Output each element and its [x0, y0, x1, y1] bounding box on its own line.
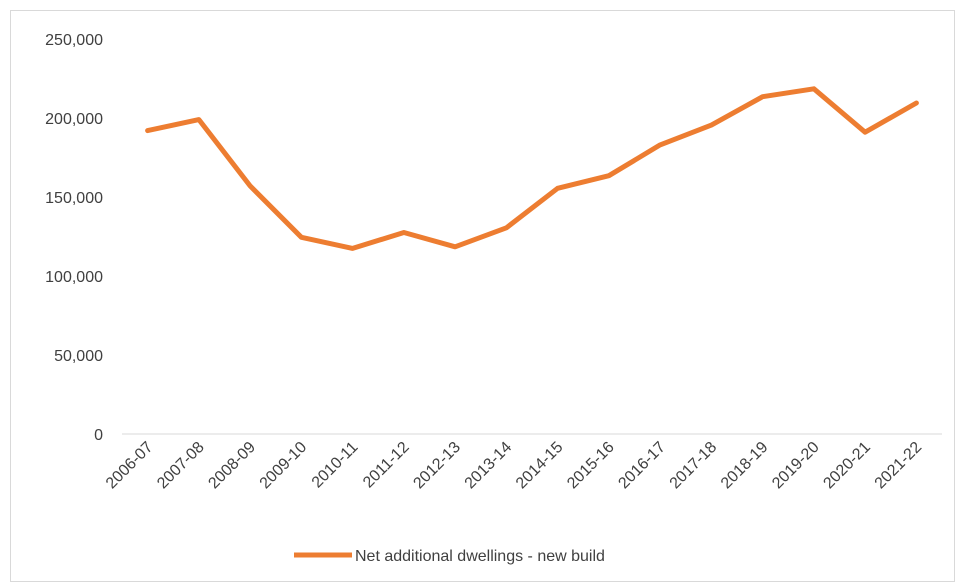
x-tick-label: 2020-21: [820, 439, 874, 493]
x-tick-label: 2010-11: [309, 439, 362, 492]
series-line-net-additional-dwellings: [145, 86, 919, 251]
legend-label: Net additional dwellings - new build: [355, 548, 605, 565]
y-tick-label: 100,000: [45, 269, 103, 286]
y-tick-label: 150,000: [45, 190, 103, 207]
x-tick-label: 2018-19: [718, 439, 772, 493]
x-tick-label: 2017-18: [667, 439, 721, 493]
x-tick-label: 2008-09: [205, 439, 259, 493]
x-tick-label: 2015-16: [564, 439, 618, 493]
y-tick-label: 200,000: [45, 111, 103, 128]
y-tick-label: 0: [94, 427, 103, 444]
x-tick-label: 2014-15: [513, 439, 567, 493]
x-tick-label: 2009-10: [257, 439, 311, 493]
x-tick-label: 2007-08: [154, 439, 208, 493]
x-tick-label: 2011-12: [360, 439, 413, 492]
x-tick-label: 2012-13: [410, 439, 464, 493]
legend: Net additional dwellings - new build: [294, 548, 605, 565]
y-tick-label: 250,000: [45, 32, 103, 49]
x-tick-label: 2013-14: [462, 439, 516, 493]
x-tick-label: 2016-17: [615, 439, 669, 493]
x-tick-label: 2021-22: [872, 439, 926, 493]
x-axis-tick-labels: 2006-072007-082008-092009-102010-112011-…: [103, 439, 925, 493]
chart-frame: [10, 10, 955, 582]
x-tick-label: 2006-07: [103, 439, 157, 493]
y-axis-tick-labels: 0 50,000 100,000 150,000 200,000 250,000: [45, 32, 103, 444]
x-tick-label: 2019-20: [769, 439, 823, 493]
y-tick-label: 50,000: [54, 348, 103, 365]
